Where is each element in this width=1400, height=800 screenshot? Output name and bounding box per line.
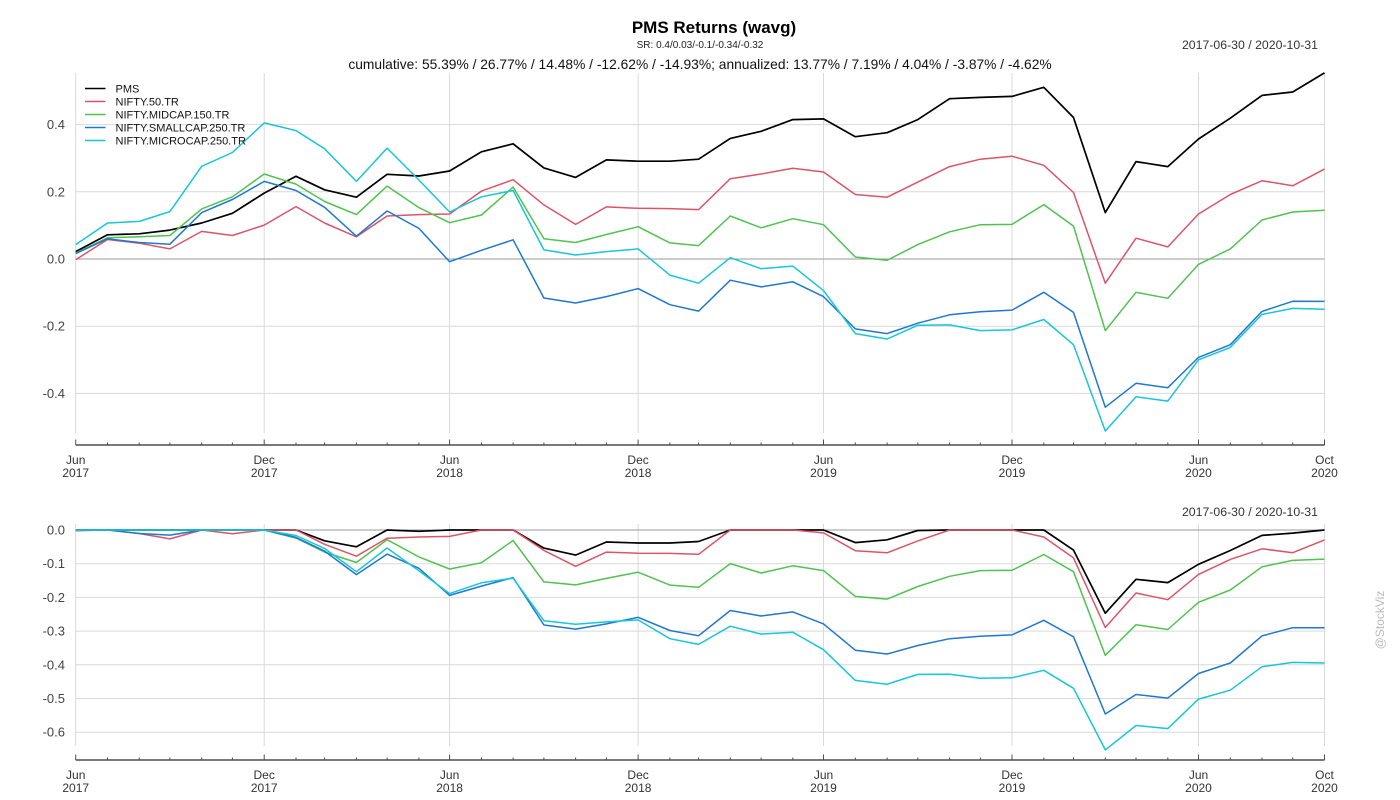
svg-text:Dec: Dec	[627, 453, 648, 467]
svg-text:2020: 2020	[1311, 781, 1338, 795]
svg-text:SR: 0.4/0.03/-0.1/-0.34/-0.32: SR: 0.4/0.03/-0.1/-0.34/-0.32	[637, 40, 764, 51]
svg-text:-0.2: -0.2	[43, 319, 65, 334]
svg-text:0.4: 0.4	[47, 117, 65, 132]
svg-text:Dec: Dec	[1001, 768, 1022, 782]
svg-text:-0.5: -0.5	[43, 691, 65, 706]
svg-text:NIFTY.MICROCAP.250.TR: NIFTY.MICROCAP.250.TR	[116, 136, 246, 148]
svg-text:Jun: Jun	[66, 453, 85, 467]
svg-text:2018: 2018	[436, 466, 463, 480]
svg-text:Dec: Dec	[1001, 453, 1022, 467]
svg-text:Dec: Dec	[254, 768, 275, 782]
svg-text:PMS: PMS	[116, 84, 140, 96]
svg-text:2017: 2017	[62, 466, 89, 480]
svg-text:2018: 2018	[625, 466, 652, 480]
svg-text:Dec: Dec	[254, 453, 275, 467]
svg-text:Dec: Dec	[627, 768, 648, 782]
svg-text:NIFTY.SMALLCAP.250.TR: NIFTY.SMALLCAP.250.TR	[116, 123, 246, 135]
svg-text:Jun: Jun	[1189, 768, 1208, 782]
svg-text:2017: 2017	[251, 781, 278, 795]
svg-text:Jun: Jun	[1189, 453, 1208, 467]
svg-text:2017-06-30 / 2020-10-31: 2017-06-30 / 2020-10-31	[1182, 505, 1318, 519]
svg-text:2019: 2019	[999, 781, 1026, 795]
svg-text:0.0: 0.0	[47, 252, 65, 267]
svg-text:-0.3: -0.3	[43, 624, 65, 639]
svg-text:0.2: 0.2	[47, 184, 65, 199]
svg-text:-0.1: -0.1	[43, 556, 65, 571]
svg-text:2018: 2018	[625, 781, 652, 795]
svg-text:-0.4: -0.4	[43, 657, 65, 672]
svg-text:2020: 2020	[1185, 466, 1212, 480]
svg-text:-0.6: -0.6	[43, 725, 65, 740]
svg-text:-0.2: -0.2	[43, 590, 65, 605]
svg-text:Jun: Jun	[814, 768, 833, 782]
svg-text:2020: 2020	[1311, 466, 1338, 480]
svg-text:2017: 2017	[251, 466, 278, 480]
svg-text:2019: 2019	[810, 466, 837, 480]
svg-text:2020: 2020	[1185, 781, 1212, 795]
svg-text:2019: 2019	[810, 781, 837, 795]
svg-text:2019: 2019	[999, 466, 1026, 480]
svg-text:Jun: Jun	[66, 768, 85, 782]
svg-text:-0.4: -0.4	[43, 386, 65, 401]
svg-text:cumulative: 55.39% / 26.77% /: cumulative: 55.39% / 26.77% / 14.48% / -…	[348, 57, 1051, 72]
svg-text:2018: 2018	[436, 781, 463, 795]
svg-text:Oct: Oct	[1315, 768, 1334, 782]
svg-text:NIFTY.50.TR: NIFTY.50.TR	[116, 97, 179, 109]
svg-text:Jun: Jun	[814, 453, 833, 467]
svg-text:Oct: Oct	[1315, 453, 1334, 467]
svg-text:0.0: 0.0	[47, 523, 65, 538]
svg-text:NIFTY.MIDCAP.150.TR: NIFTY.MIDCAP.150.TR	[116, 110, 230, 122]
svg-text:2017-06-30 / 2020-10-31: 2017-06-30 / 2020-10-31	[1182, 38, 1318, 52]
svg-text:Jun: Jun	[440, 453, 459, 467]
svg-text:2017: 2017	[62, 781, 89, 795]
svg-text:@StockViz: @StockViz	[1373, 591, 1387, 650]
svg-text:PMS Returns (wavg): PMS Returns (wavg)	[632, 18, 796, 37]
svg-text:Jun: Jun	[440, 768, 459, 782]
